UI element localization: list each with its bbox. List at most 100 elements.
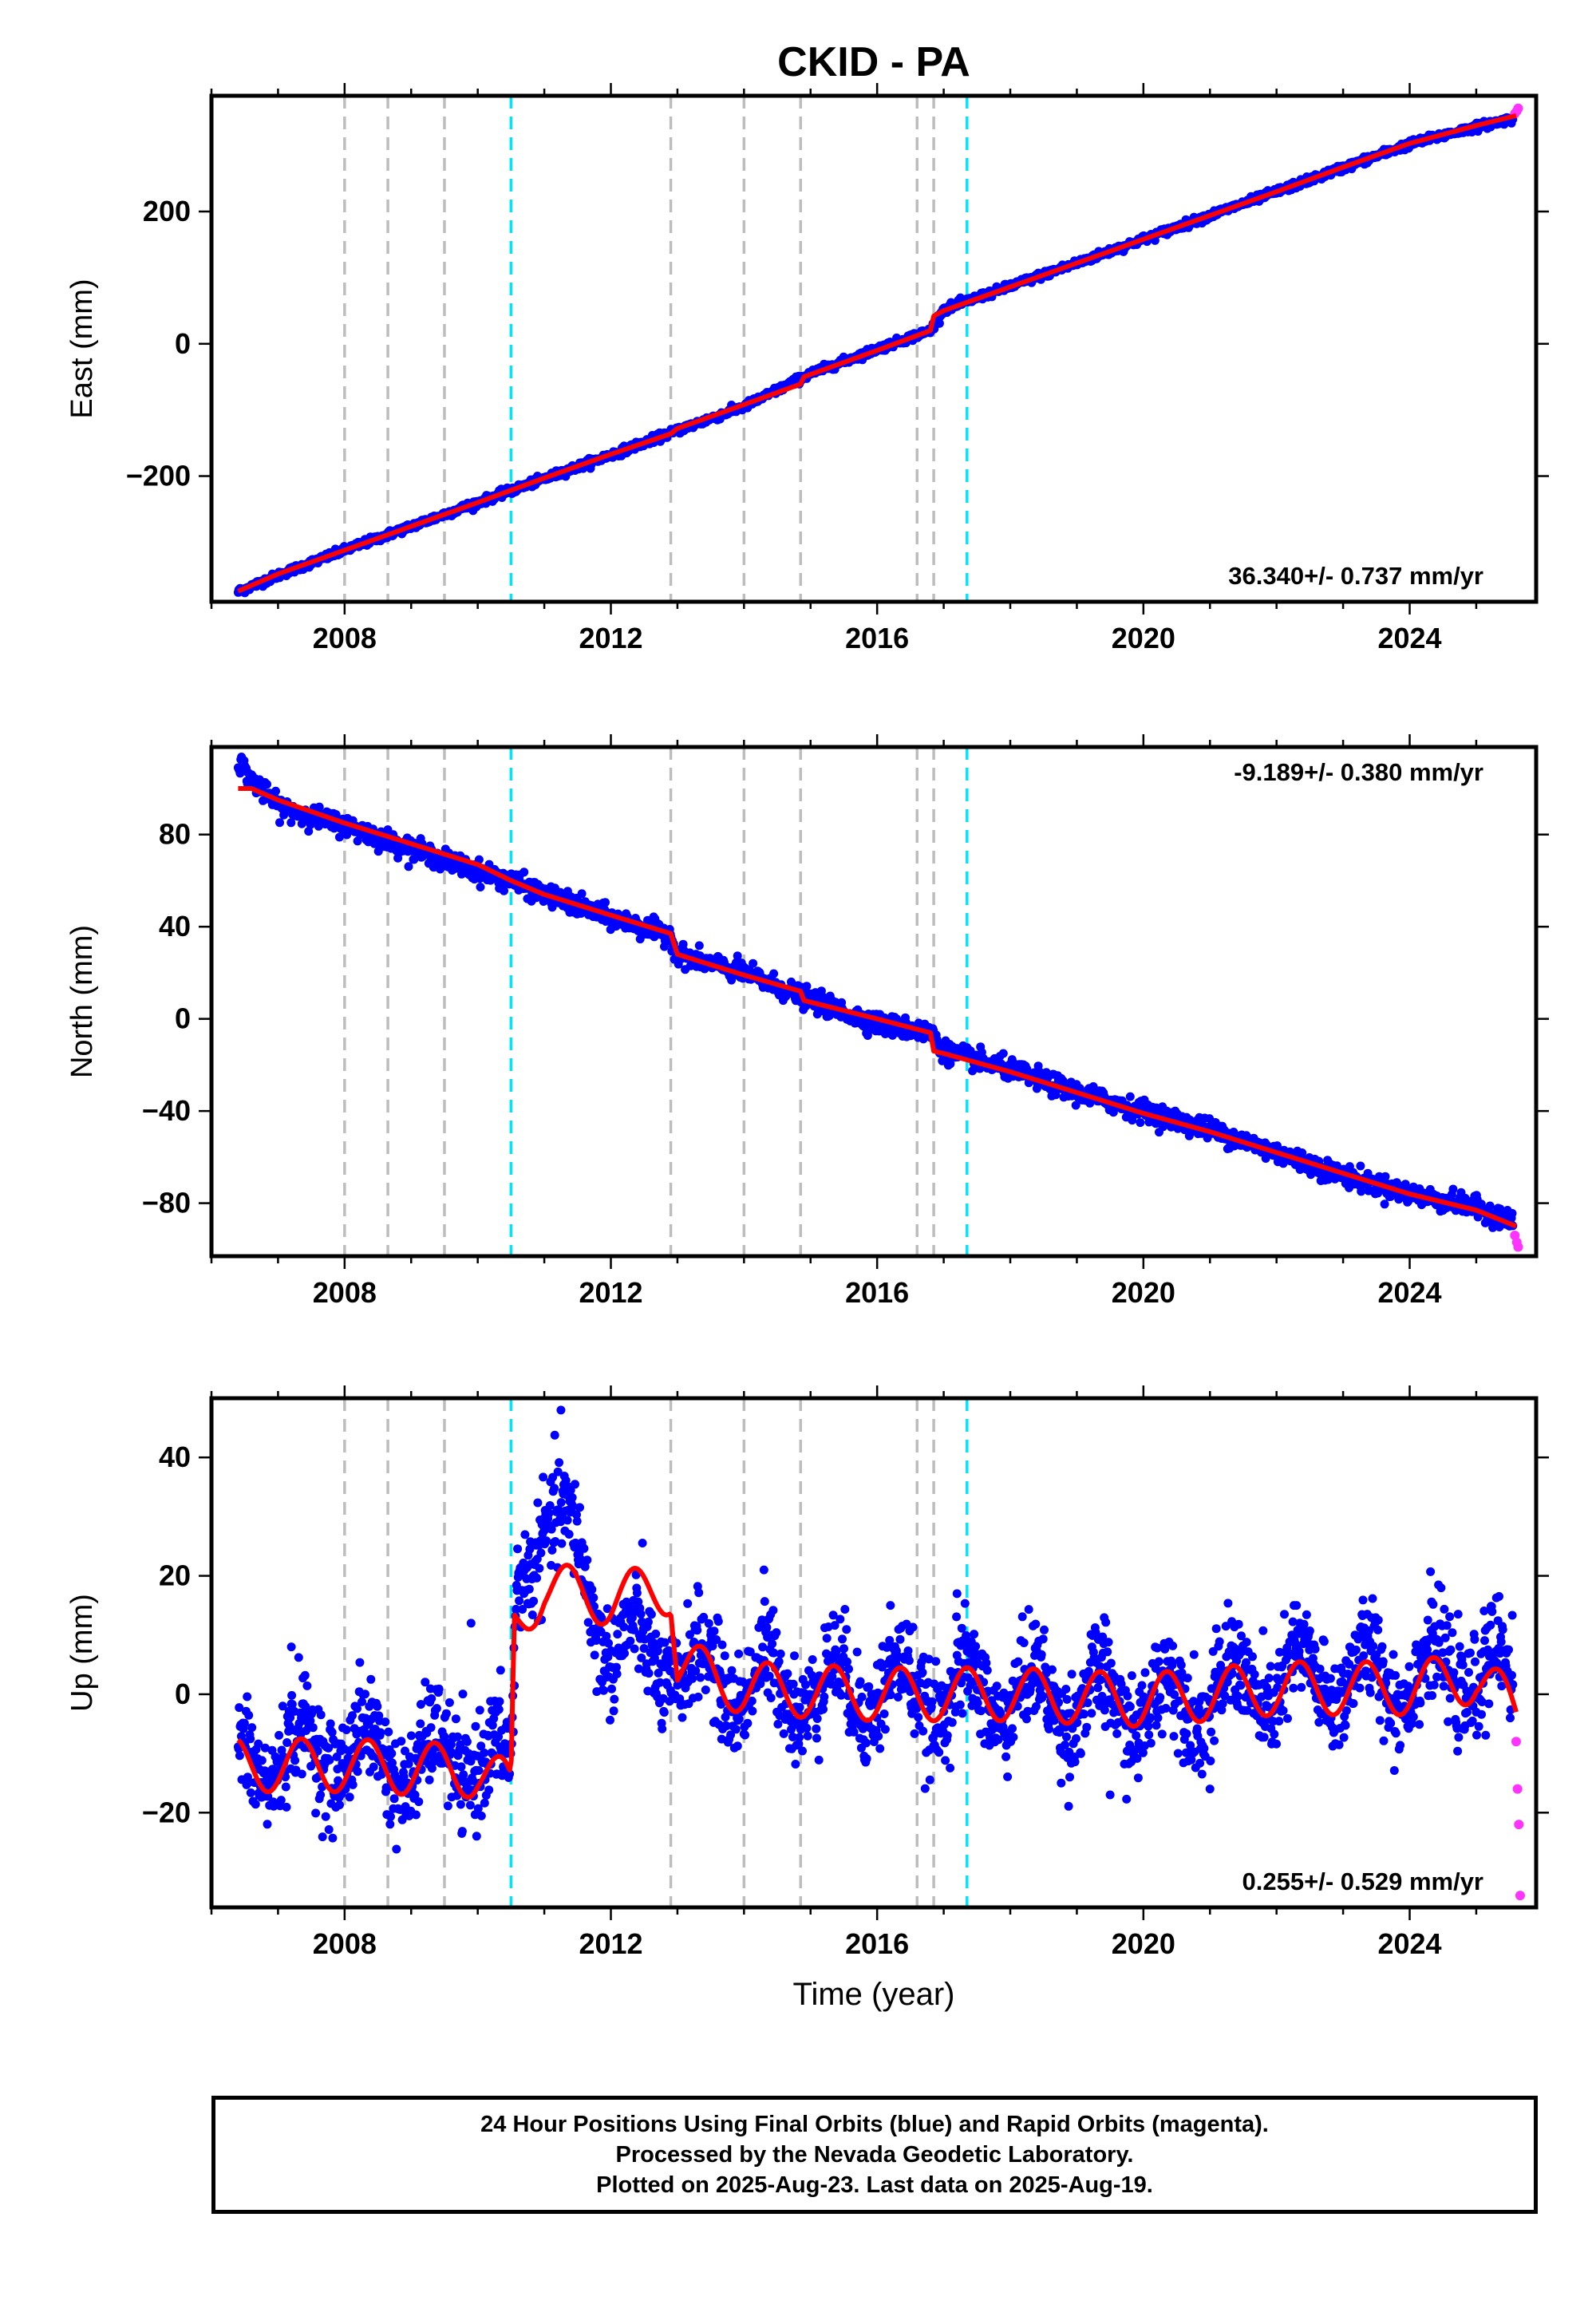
final-orbit-point [381, 1783, 391, 1792]
final-orbit-point [580, 1562, 590, 1571]
final-orbit-point [410, 1790, 420, 1800]
final-orbit-point [607, 1684, 616, 1694]
final-orbit-point [500, 886, 508, 895]
final-orbit-point [318, 1832, 327, 1842]
final-orbit-point [630, 1644, 639, 1654]
final-orbit-point [567, 1493, 577, 1502]
final-orbit-point [1357, 1187, 1366, 1196]
final-orbit-point [773, 1719, 783, 1729]
final-orbit-point [769, 1648, 779, 1658]
final-orbit-point [286, 1713, 295, 1722]
final-orbit-point [519, 868, 529, 877]
data-points [233, 103, 1523, 598]
plot-frame [209, 745, 1539, 1259]
model-fit-line [237, 113, 1517, 594]
final-orbit-point [512, 1604, 521, 1614]
final-orbit-point [281, 1782, 290, 1792]
final-orbit-point [1071, 1101, 1080, 1110]
final-orbit-point [476, 883, 485, 891]
final-orbit-point [748, 1706, 757, 1716]
final-orbit-point [421, 1678, 430, 1687]
final-orbit-point [766, 1694, 776, 1702]
final-orbit-point [610, 1694, 619, 1704]
final-orbit-point [741, 1730, 750, 1740]
final-orbit-point [373, 1701, 382, 1711]
final-orbit-point [355, 1658, 365, 1667]
final-orbit-point [260, 1743, 270, 1753]
final-orbit-point [480, 1748, 489, 1757]
final-orbit-point [590, 1650, 599, 1660]
final-orbit-point [575, 1503, 584, 1512]
y-axis-label: East (mm) [65, 279, 99, 418]
final-orbit-point [316, 1790, 326, 1800]
final-orbit-point [762, 1622, 772, 1632]
final-orbit-point [406, 1731, 416, 1741]
final-orbit-point [239, 1718, 249, 1728]
final-orbit-point [734, 1649, 744, 1658]
final-orbit-point [604, 1638, 613, 1648]
final-orbit-point [472, 1832, 481, 1841]
final-orbit-point [1380, 1199, 1389, 1209]
final-orbit-point [650, 1654, 659, 1663]
final-orbit-point [451, 1714, 460, 1724]
final-orbit-point [474, 1766, 484, 1775]
final-orbit-point [388, 1758, 397, 1768]
final-orbit-point [998, 1049, 1008, 1058]
final-orbit-point [651, 1629, 661, 1638]
final-orbit-point [456, 1762, 466, 1772]
final-orbit-point [513, 1544, 523, 1554]
final-orbit-point [282, 1802, 291, 1812]
final-orbit-point [547, 1545, 557, 1555]
final-orbit-point [550, 1430, 559, 1440]
final-orbit-point [946, 1059, 955, 1069]
final-orbit-point [601, 898, 610, 907]
final-orbit-point [693, 1626, 702, 1635]
final-orbit-point [324, 1825, 334, 1834]
final-orbit-point [328, 1833, 338, 1843]
final-orbit-point [660, 1638, 670, 1647]
plot-frame [209, 93, 1539, 604]
x-tick-label: 2024 [1377, 1276, 1441, 1309]
final-orbit-point [587, 1585, 597, 1595]
final-orbit-point [275, 1730, 284, 1740]
final-orbit-point [637, 1653, 646, 1662]
final-orbit-point [443, 1801, 452, 1811]
final-orbit-point [306, 1716, 315, 1725]
final-orbit-point [326, 1719, 335, 1729]
final-orbit-point [247, 1723, 257, 1733]
final-orbit-point [278, 1701, 287, 1711]
final-orbit-point [704, 1618, 713, 1628]
final-orbit-point [863, 1031, 872, 1040]
final-orbit-point [609, 1706, 618, 1716]
y-tick-label: 0 [175, 327, 191, 360]
final-orbit-point [572, 1510, 581, 1520]
final-orbit-point [348, 1711, 357, 1721]
final-orbit-point [599, 1686, 608, 1695]
final-orbit-point [235, 1703, 244, 1713]
final-orbit-point [634, 1664, 643, 1674]
x-tick-label: 2020 [1112, 622, 1175, 654]
final-orbit-point [553, 1467, 563, 1476]
final-orbit-point [563, 1516, 572, 1525]
rapid-orbit-point [1513, 1242, 1523, 1252]
final-orbit-point [411, 1810, 421, 1820]
final-orbit-point [683, 1599, 693, 1608]
final-orbit-point [495, 1697, 504, 1706]
final-orbit-point [646, 1610, 656, 1619]
final-orbit-point [484, 1785, 494, 1795]
final-orbit-point [325, 1755, 334, 1765]
data-points [233, 1405, 1525, 1901]
final-orbit-point [693, 1692, 703, 1701]
x-tick-label: 2016 [845, 1276, 909, 1309]
final-orbit-point [254, 1739, 263, 1749]
final-orbit-point [655, 1678, 665, 1687]
final-orbit-point [282, 1738, 292, 1747]
final-orbit-point [300, 1670, 310, 1680]
final-orbit-point [1448, 1184, 1458, 1194]
final-orbit-point [743, 1718, 753, 1728]
final-orbit-point [758, 1642, 768, 1652]
final-orbit-point [658, 1724, 667, 1733]
